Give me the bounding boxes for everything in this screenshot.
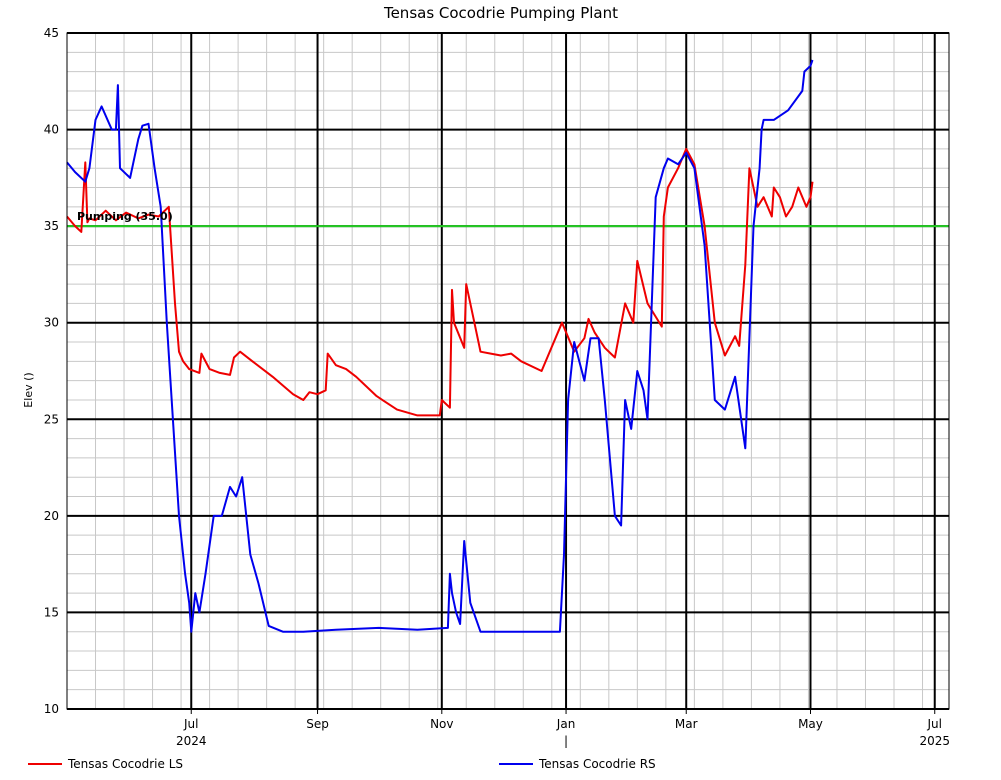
x-tick-label: Sep: [306, 717, 329, 731]
legend-swatch-rs: [499, 763, 533, 765]
pumping-reference-label: Pumping (35.0): [77, 210, 173, 223]
series-line-rs: [66, 59, 814, 633]
series-layer: Pumping (35.0): [66, 59, 814, 633]
x-tick-label: Jul: [926, 717, 941, 731]
x-tick-label: Nov: [430, 717, 453, 731]
x-tick-sublabel: |: [564, 734, 568, 748]
series-line-ls: [66, 147, 814, 417]
y-axis-label: Elev (): [22, 372, 35, 407]
y-tick-label: 15: [44, 605, 59, 619]
legend-swatch-ls: [28, 763, 62, 765]
legend-item-rs: Tensas Cocodrie RS: [499, 757, 656, 771]
y-tick-label: 35: [44, 219, 59, 233]
x-tick-label: Mar: [675, 717, 698, 731]
y-tick-label: 25: [44, 412, 59, 426]
y-tick-label: 30: [44, 316, 59, 330]
y-tick-labels: 10 15 20 25 30 35 40 45: [44, 26, 59, 716]
y-tick-label: 40: [44, 123, 59, 137]
x-tick-sublabel: 2025: [919, 734, 950, 748]
legend-label-ls: Tensas Cocodrie LS: [68, 757, 183, 771]
x-tick-label: May: [798, 717, 823, 731]
x-tick-labels: Jul 2024 Sep Nov Jan | Mar May Jul 2025: [176, 709, 950, 748]
legend-item-ls: Tensas Cocodrie LS: [28, 757, 183, 771]
chart-title: Tensas Cocodrie Pumping Plant: [383, 4, 618, 22]
legend-label-rs: Tensas Cocodrie RS: [539, 757, 656, 771]
x-tick-label: Jan: [556, 717, 576, 731]
x-tick-label: Jul: [183, 717, 198, 731]
y-tick-label: 20: [44, 509, 59, 523]
plot-frame: [66, 32, 950, 710]
x-tick-sublabel: 2024: [176, 734, 207, 748]
y-tick-label: 45: [44, 26, 59, 40]
y-tick-label: 10: [44, 702, 59, 716]
